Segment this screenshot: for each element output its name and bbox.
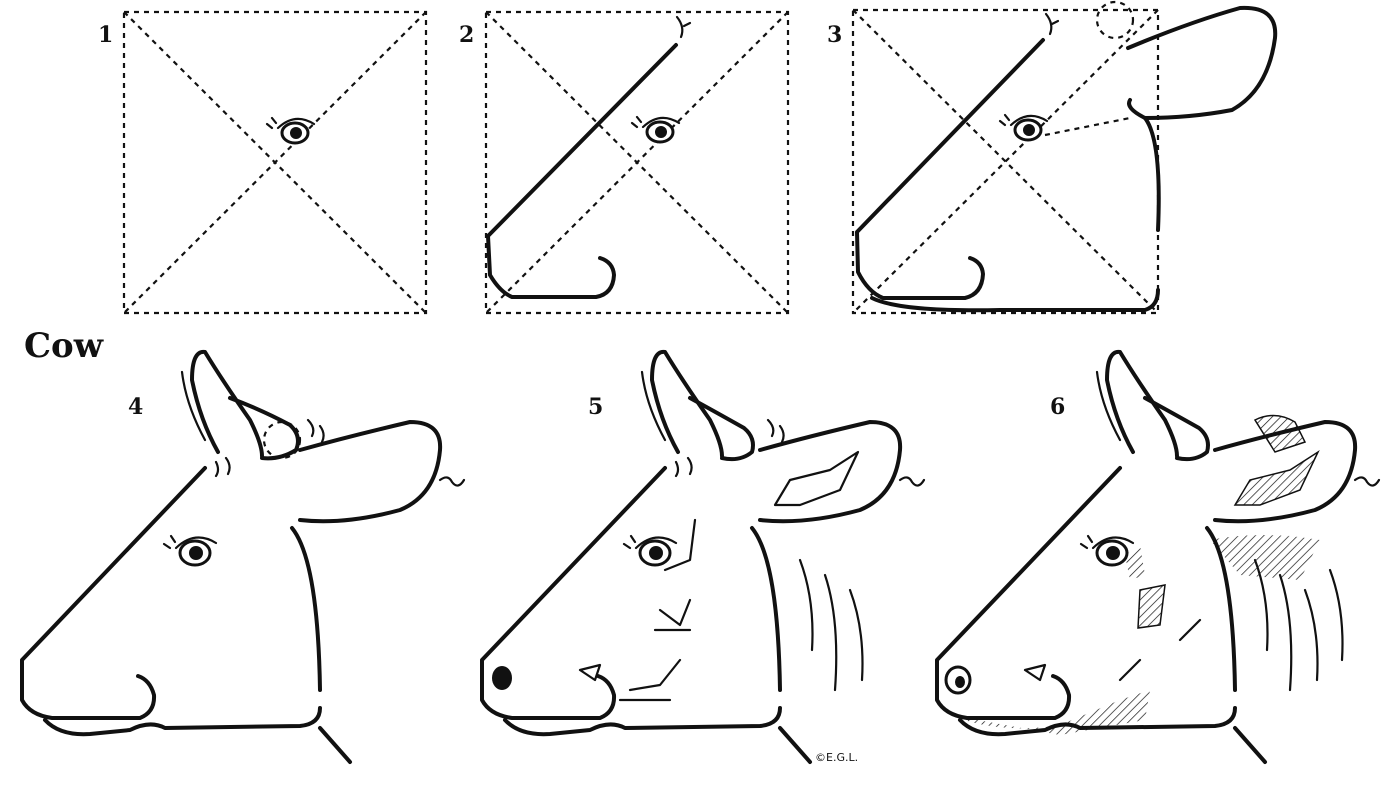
step-2-panel: 2: [459, 10, 790, 315]
inner-ear-shading: [1233, 449, 1320, 506]
eye: [998, 113, 1049, 142]
neck-line: [1143, 116, 1161, 232]
jaw-outline: [870, 288, 1160, 313]
horn-left-back: [180, 370, 207, 442]
horn-left: [650, 349, 724, 458]
cheek-patch: [1137, 584, 1166, 629]
ear-guide-line: [1044, 116, 1131, 137]
head-outline: [20, 466, 207, 720]
step-4-panel: 4: [20, 349, 466, 764]
ear-tuft: [438, 476, 466, 487]
jaw-shading: [950, 690, 1150, 735]
jaw-outline: [503, 706, 782, 737]
neck-line: [1205, 526, 1237, 692]
ear-outline: [298, 420, 443, 524]
horn-right-base: [228, 396, 300, 461]
horn-right: [1143, 396, 1210, 462]
ear-outline: [1213, 420, 1358, 524]
neck-folds: [1253, 558, 1344, 692]
artist-credit: ©E.G.L.: [815, 751, 858, 764]
step-1-number: 1: [98, 22, 113, 48]
guide-diagonal: [852, 9, 1159, 314]
step-1-panel: 1: [98, 10, 428, 315]
guide-square: [484, 10, 790, 315]
step-6-panel: 6: [935, 349, 1381, 764]
dewlap-line: [778, 726, 812, 764]
horn-base-guide: [1095, 0, 1135, 40]
dewlap-line: [318, 726, 352, 764]
head-outline: [935, 466, 1122, 720]
forehead-hair: [675, 15, 692, 39]
eye-shading: [1125, 545, 1145, 580]
inner-ear: [773, 450, 860, 507]
eye: [162, 534, 218, 567]
eye: [1079, 534, 1135, 567]
neck-folds: [798, 558, 864, 692]
horn-right: [688, 396, 755, 462]
horn-left: [1105, 349, 1179, 458]
head-outline: [855, 38, 1045, 300]
eye: [622, 534, 678, 567]
forehead-hair: [674, 418, 785, 478]
nostril-inner: [955, 676, 965, 688]
neck-shading: [1210, 535, 1320, 580]
step-4-number: 4: [128, 394, 143, 420]
neck-line: [290, 526, 322, 692]
head-outline: [480, 466, 667, 720]
forehead-hair: [1044, 12, 1060, 36]
ear-outline: [758, 420, 903, 524]
face-markings: [578, 518, 697, 702]
face-markings: [1023, 618, 1202, 682]
forehead-hair: [214, 418, 325, 478]
diagram-title: Cow: [24, 326, 104, 366]
guide-square: [851, 8, 1160, 315]
ear-tuft: [1353, 476, 1381, 487]
nostril: [492, 666, 512, 690]
dewlap-line: [1233, 726, 1267, 764]
ear-outline: [1126, 5, 1278, 120]
step-6-number: 6: [1050, 394, 1065, 420]
neck-line: [750, 526, 782, 692]
step-5-number: 5: [588, 394, 603, 420]
jaw-outline: [43, 706, 322, 737]
step-3-number: 3: [827, 22, 842, 48]
ear-tuft: [898, 476, 926, 487]
guide-diagonal: [485, 11, 789, 314]
step-2-number: 2: [459, 22, 474, 48]
eye: [265, 116, 316, 145]
horn-left-back: [1095, 370, 1122, 442]
guide-square: [122, 10, 428, 315]
step-5-panel: 5 ©E.G.L.: [480, 349, 926, 764]
eye: [630, 115, 681, 144]
horn-left: [190, 349, 264, 458]
guide-diagonal: [123, 11, 427, 314]
horn-base-guide: [262, 420, 302, 460]
head-outline: [486, 43, 678, 299]
step-3-panel: 3: [827, 0, 1278, 315]
horn-left-back: [640, 370, 667, 442]
